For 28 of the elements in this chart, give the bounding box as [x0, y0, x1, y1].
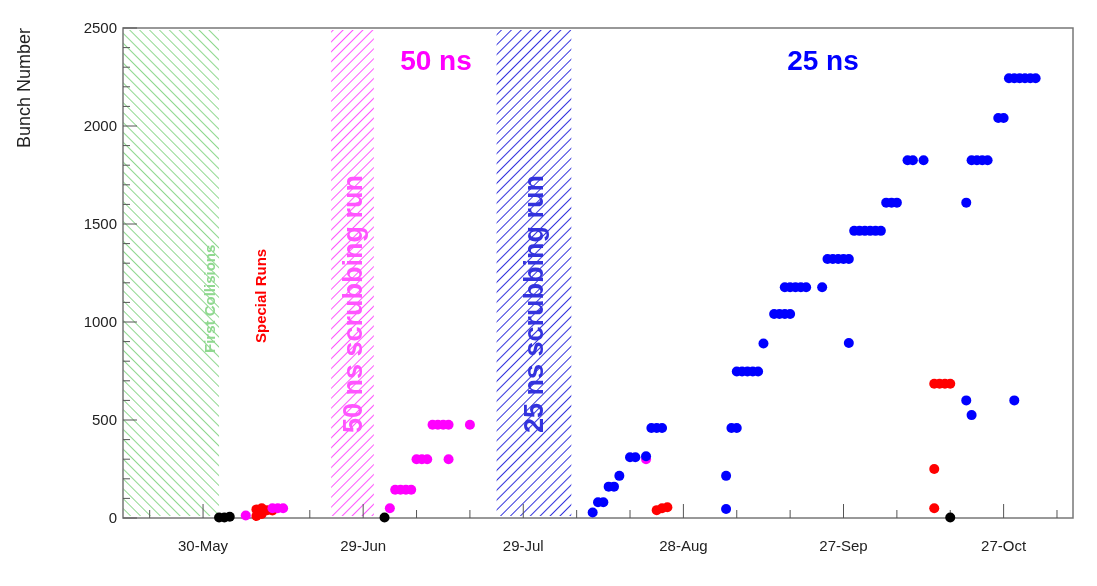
y-tick-label: 0: [108, 509, 117, 526]
y-tick-label: 1500: [83, 215, 117, 232]
point: [464, 419, 475, 430]
y-tick-label: 500: [91, 411, 117, 428]
y-tick-label: 2500: [83, 19, 117, 36]
point: [384, 503, 395, 514]
band-label: First Collisions: [201, 244, 219, 353]
band-label: 50 ns scrubbing run: [337, 174, 368, 433]
y-axis-title: Bunch Number: [14, 28, 34, 149]
band-label: 25 ns scrubbing run: [519, 174, 550, 433]
text: Special Runs: [252, 248, 269, 343]
x-tick-label: 30-May: [178, 537, 229, 554]
y-tick-label: 1000: [83, 313, 117, 330]
point: [662, 502, 673, 513]
x-tick-label: 27-Sep: [819, 537, 868, 554]
y-tick-label: 2000: [83, 117, 117, 134]
x-tick-label: 27-Oct: [981, 537, 1027, 554]
point: [929, 464, 940, 474]
text: 50 ns: [400, 45, 472, 76]
point: [929, 503, 940, 514]
text: 25 ns: [787, 45, 859, 76]
point: [945, 512, 956, 523]
point: [240, 510, 251, 521]
x-tick-label: 29-Jun: [340, 537, 387, 554]
x-tick-label: 28-Aug: [659, 537, 708, 554]
point: [443, 454, 454, 465]
x-tick-label: 29-Jul: [502, 537, 544, 554]
point: [379, 512, 390, 523]
